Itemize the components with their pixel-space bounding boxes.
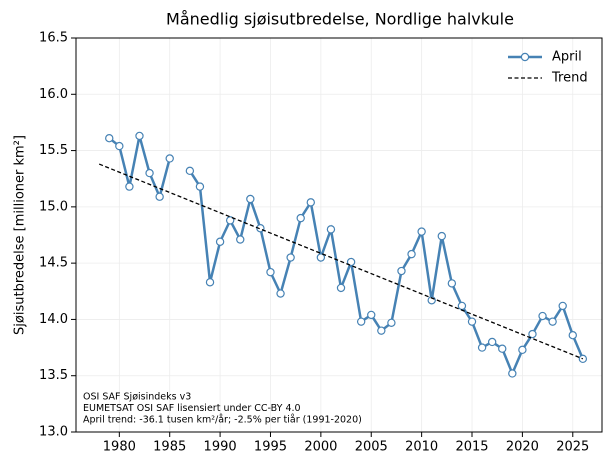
point	[346, 257, 356, 267]
point	[296, 213, 305, 223]
point	[185, 166, 195, 176]
plot-frame	[75, 37, 603, 433]
point	[387, 318, 396, 328]
point	[558, 301, 567, 311]
x-tick-label: 1985	[153, 440, 186, 455]
x-tick-label: 2025	[556, 440, 589, 455]
point	[215, 237, 225, 246]
point	[155, 192, 164, 201]
point	[276, 289, 285, 298]
legend-label: April	[552, 50, 582, 65]
point	[336, 283, 346, 293]
point	[377, 326, 386, 335]
x-tick-label: 2020	[506, 440, 539, 455]
point	[105, 133, 114, 143]
annotation: April trend: -36.1 tusen km²/år; -2.5% p…	[83, 415, 362, 426]
x-tick-label: 2000	[304, 440, 337, 455]
point	[548, 317, 557, 326]
y-tick-label: 14.5	[39, 256, 68, 271]
point	[115, 141, 124, 151]
x-tick-label: 2010	[405, 440, 438, 455]
point	[205, 278, 215, 287]
point	[417, 227, 426, 236]
point	[538, 311, 547, 321]
x-tick-label: 1990	[204, 440, 237, 455]
point	[195, 182, 205, 191]
x-tick-label: 2015	[455, 440, 488, 455]
point	[306, 198, 315, 207]
legend-marker	[520, 52, 530, 62]
point	[518, 345, 527, 355]
annotation: EUMETSAT OSI SAF lisensiert under CC-BY …	[83, 403, 301, 414]
point	[356, 317, 366, 326]
y-tick-label: 16.0	[39, 87, 68, 102]
point	[266, 267, 275, 277]
y-tick-label: 15.5	[39, 143, 68, 158]
y-tick-label: 13.0	[39, 425, 68, 440]
series-line	[108, 135, 585, 377]
x-tick-label: 1995	[254, 440, 287, 455]
point	[225, 216, 235, 225]
point	[407, 249, 416, 259]
point	[316, 253, 326, 262]
point	[145, 168, 154, 178]
legend-label: Trend	[551, 71, 588, 86]
point	[135, 131, 144, 141]
point	[246, 194, 255, 204]
point	[477, 343, 487, 352]
point	[236, 235, 245, 244]
point	[578, 354, 588, 364]
y-tick-label: 13.5	[39, 368, 68, 383]
series-line	[98, 163, 584, 360]
point	[487, 337, 497, 347]
x-tick-label: 1980	[103, 440, 136, 455]
y-axis-label: Sjøisutbredelse [millioner km²]	[13, 135, 28, 335]
point	[467, 317, 477, 326]
point	[437, 231, 446, 241]
annotation: OSI SAF Sjøisindeks v3	[83, 392, 191, 403]
point	[286, 253, 295, 262]
chart-title: Månedlig sjøisutbredelse, Nordlige halvk…	[166, 10, 514, 29]
point	[568, 330, 577, 340]
y-tick-label: 16.5	[39, 31, 68, 46]
point	[326, 225, 336, 234]
point	[125, 182, 134, 191]
point	[528, 329, 537, 339]
x-tick-label: 2005	[355, 440, 388, 455]
y-tick-label: 15.0	[39, 199, 68, 214]
point	[165, 154, 174, 163]
point	[498, 344, 507, 353]
point	[457, 301, 467, 311]
point	[397, 266, 406, 276]
point	[367, 310, 376, 320]
point	[447, 279, 457, 288]
y-tick-label: 14.0	[39, 312, 68, 327]
point	[508, 369, 517, 378]
